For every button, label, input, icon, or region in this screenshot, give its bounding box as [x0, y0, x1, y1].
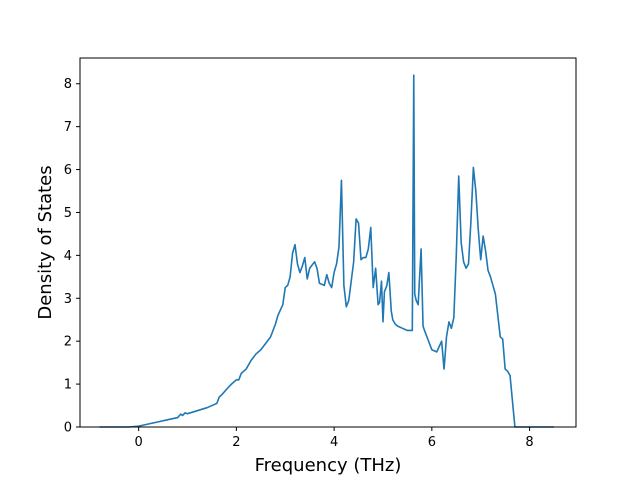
y-tick-label: 3	[64, 292, 72, 307]
plot-background	[80, 58, 576, 427]
x-axis-ticks: 0 2 4 6 8	[134, 427, 534, 450]
y-tick-label: 8	[64, 77, 72, 92]
x-tick-label: 6	[428, 435, 436, 450]
x-axis-label: Frequency (THz)	[255, 455, 402, 476]
x-tick-label: 4	[330, 435, 338, 450]
x-tick-label: 2	[232, 435, 240, 450]
series-layer	[99, 74, 555, 428]
y-tick-label: 0	[64, 421, 72, 436]
y-tick-label: 5	[64, 206, 72, 221]
plot-frame	[79, 57, 577, 428]
y-tick-label: 4	[64, 249, 72, 264]
y-axis-label: Density of States	[35, 165, 56, 319]
x-tick-label: 8	[525, 435, 533, 450]
dos-series-line-0	[99, 74, 555, 428]
y-axis-ticks: 0 1 2 3 4 5 6 7 8	[64, 77, 80, 436]
y-tick-label: 7	[64, 120, 72, 135]
y-tick-label: 2	[64, 335, 72, 350]
y-tick-label: 1	[64, 378, 72, 393]
y-tick-label: 6	[64, 163, 72, 178]
x-tick-label: 0	[134, 435, 142, 450]
